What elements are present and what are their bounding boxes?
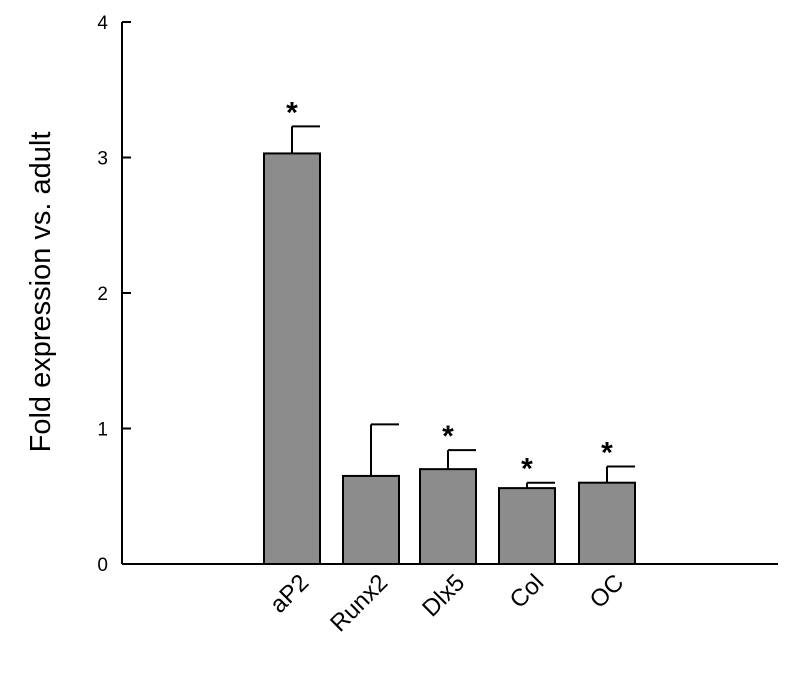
error-bars bbox=[291, 125, 635, 489]
bar-dlx5 bbox=[419, 468, 477, 565]
x-tick-label-dlx5: Dlx5 bbox=[417, 569, 470, 622]
significance-star: * bbox=[521, 453, 533, 486]
x-tick-label-col: Col bbox=[505, 569, 550, 614]
bar-runx2 bbox=[342, 474, 400, 565]
significance-markers: * * * * bbox=[286, 96, 613, 485]
y-axis-title: Fold expression vs. adult bbox=[25, 132, 57, 453]
y-tick-label: 3 bbox=[97, 149, 108, 170]
significance-star: * bbox=[601, 436, 613, 469]
significance-star: * bbox=[442, 420, 454, 453]
x-tick-labels: aP2 Runx2 Dlx5 Col OC bbox=[265, 569, 629, 637]
x-tick-label-oc: OC bbox=[585, 569, 630, 614]
bars bbox=[263, 152, 636, 566]
bar-oc bbox=[578, 481, 636, 566]
y-tick-label: 1 bbox=[97, 420, 108, 441]
bar-ap2 bbox=[263, 152, 321, 565]
y-tick-label: 2 bbox=[97, 284, 108, 305]
x-tick-label-ap2: aP2 bbox=[265, 569, 314, 618]
y-ticks: 0 1 2 3 4 bbox=[97, 13, 131, 576]
bar-col bbox=[498, 487, 556, 565]
significance-star: * bbox=[286, 96, 298, 129]
x-tick-label-runx2: Runx2 bbox=[325, 569, 393, 637]
y-tick-label: 0 bbox=[97, 555, 108, 576]
y-tick-label: 4 bbox=[97, 13, 108, 34]
